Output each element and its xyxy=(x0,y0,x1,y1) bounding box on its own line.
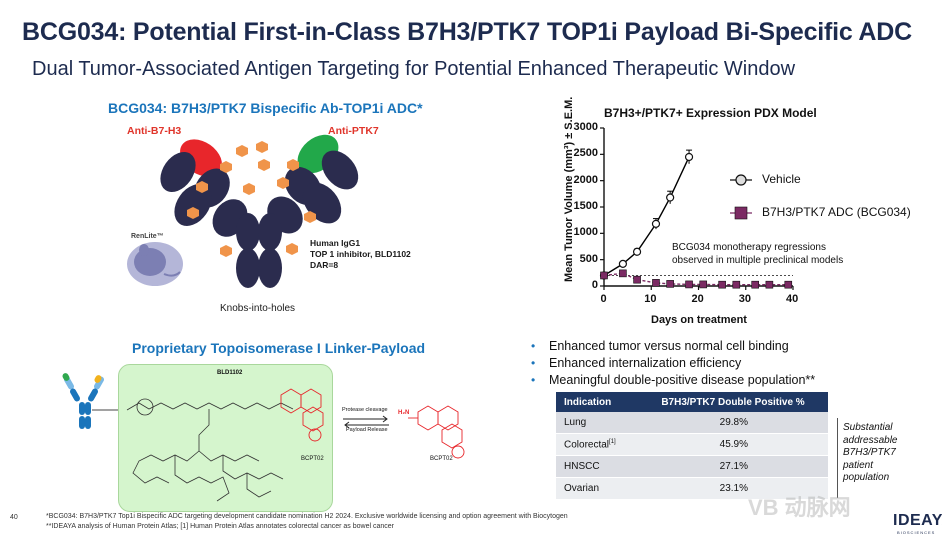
chart-title: B7H3+/PTK7+ Expression PDX Model xyxy=(604,106,817,120)
antibody-specs: Human IgG1 TOP 1 inhibitor, BLD1102 DAR=… xyxy=(310,238,411,271)
data-point-vehicle xyxy=(666,193,675,202)
chart-x-axis-label: Days on treatment xyxy=(651,314,747,326)
renlite-label: RenLite™ xyxy=(131,233,164,240)
y-tick-label: 1000 xyxy=(573,226,598,239)
data-point-bcg034 xyxy=(633,275,641,284)
data-point-bcg034 xyxy=(732,280,741,289)
legend-vehicle: Vehicle xyxy=(762,172,801,186)
spec-dar: DAR=8 xyxy=(310,260,339,270)
anti-b7h3-domain xyxy=(180,139,222,177)
protease-cleavage-label: Protease cleavage xyxy=(342,407,388,413)
anti-ptk7-label: Anti-PTK7 xyxy=(328,125,379,137)
bullet-icon: • xyxy=(531,338,536,353)
data-point-bcg034 xyxy=(652,279,660,287)
chemical-structure-box xyxy=(118,364,333,512)
data-point-bcg034 xyxy=(765,280,774,289)
legend-vehicle-marker xyxy=(735,174,747,186)
header-indication: Indication xyxy=(556,392,638,412)
footnote-2: **IDEAYA analysis of Human Protein Atlas… xyxy=(46,523,394,530)
data-point-bcg034 xyxy=(619,269,627,278)
data-point-bcg034 xyxy=(685,280,693,289)
bullet-icon: • xyxy=(531,372,536,387)
release-arrows xyxy=(343,415,389,429)
legend-bcg034: B7H3/PTK7 ADC (BCG034) xyxy=(762,205,911,219)
h2n-group: H₂N xyxy=(398,410,410,416)
y-tick-label: 1500 xyxy=(573,200,598,212)
bullet-item: • Meaningful double-positive disease popu… xyxy=(531,371,815,388)
bullet-list: • Enhanced tumor versus normal cell bindi… xyxy=(531,337,815,388)
indication-cell: HNSCC xyxy=(556,455,638,478)
value-cell: 23.1% xyxy=(638,477,828,500)
bullet-item: • Enhanced internalization efficiency xyxy=(531,354,815,371)
payload-release-label: Payload Release xyxy=(346,427,388,433)
series-line-bcg034 xyxy=(603,272,789,286)
table-row: Ovarian 23.1% xyxy=(556,477,828,500)
value-cell: 29.8% xyxy=(638,412,828,434)
table-header-row: Indication B7H3/PTK7 Double Positive % xyxy=(556,392,828,412)
side-note-divider xyxy=(837,418,838,498)
adc-title: BCG034: B7H3/PTK7 Bispecific Ab-TOP1i AD… xyxy=(108,100,423,116)
data-point-vehicle xyxy=(651,219,661,228)
x-tick-label: 30 xyxy=(738,293,751,305)
data-point-bcg034 xyxy=(699,280,708,289)
data-point-vehicle xyxy=(632,247,642,256)
y-tick-label: 500 xyxy=(579,252,598,265)
data-point-bcg034 xyxy=(784,280,793,289)
bcpt02-label-a: BCPT02 xyxy=(301,456,324,462)
page-title: BCG034: Potential First-in-Class B7H3/PT… xyxy=(22,18,912,46)
chart-annotation: BCG034 monotherapy regressions observed … xyxy=(672,241,843,267)
ideaya-logo-sub: BIOSCIENCES xyxy=(897,530,936,535)
data-point-bcg034 xyxy=(718,280,726,289)
x-tick-label: 40 xyxy=(786,293,799,305)
footnote-1: *BCG034: B7H3/PTK7 Top1i Bispecific ADC … xyxy=(46,513,568,520)
y-tick-label: 2500 xyxy=(573,147,598,160)
x-tick-label: 20 xyxy=(691,293,704,305)
bullet-text: Enhanced tumor versus normal cell bindin… xyxy=(549,338,789,353)
page-subtitle: Dual Tumor-Associated Antigen Targeting … xyxy=(32,58,796,80)
data-point-bcg034 xyxy=(600,271,608,280)
knobs-into-holes-caption: Knobs-into-holes xyxy=(220,303,296,314)
x-tick-label: 10 xyxy=(644,293,657,305)
page-number: 40 xyxy=(10,514,18,521)
y-tick-label: 2000 xyxy=(573,173,598,186)
watermark: VB 动脉网 xyxy=(748,495,851,520)
data-point-bcg034 xyxy=(666,280,674,288)
table-row: Lung 29.8% xyxy=(556,412,828,434)
data-point-vehicle xyxy=(684,152,694,162)
table-row: Colorectal[1] 45.9% xyxy=(556,433,828,456)
spec-igg1: Human IgG1 xyxy=(310,238,361,248)
footnotes: *BCG034: B7H3/PTK7 Top1i Bispecific ADC … xyxy=(46,512,568,532)
data-point-vehicle xyxy=(618,259,628,268)
anti-b7h3-label: Anti-B7-H3 xyxy=(127,125,182,137)
ideaya-logo: IDEAYA xyxy=(893,512,942,529)
bcpt02-structure xyxy=(408,405,465,459)
side-note: Substantial addressable B7H3/PTK7 patien… xyxy=(843,422,898,483)
renlite-mouse-icon xyxy=(134,248,166,276)
indication-cell: Lung xyxy=(556,412,638,434)
bld1102-label: BLD1102 xyxy=(217,370,243,376)
legend-bcg034-marker xyxy=(734,206,748,220)
bcpt02-label-b: BCPT02 xyxy=(430,456,453,462)
value-cell: 27.1% xyxy=(638,455,828,478)
y-tick-label: 3000 xyxy=(573,121,598,133)
bullet-item: • Enhanced tumor versus normal cell bindi… xyxy=(531,337,815,354)
data-point-vehicle xyxy=(599,271,609,280)
header-double-positive: B7H3/PTK7 Double Positive % xyxy=(638,392,828,412)
bullet-text: Enhanced internalization efficiency xyxy=(549,355,742,370)
data-point-bcg034 xyxy=(751,280,760,289)
indication-cell: Ovarian xyxy=(556,477,638,500)
bullet-text: Meaningful double-positive disease popul… xyxy=(549,372,816,387)
indication-cell: Colorectal[1] xyxy=(556,433,638,456)
value-cell: 45.9% xyxy=(638,433,828,456)
x-tick-label: 0 xyxy=(600,293,607,305)
bullet-icon: • xyxy=(531,355,536,370)
annotation-line-1: BCG034 monotherapy regressions xyxy=(672,242,826,253)
annotation-line-2: observed in multiple preclinical models xyxy=(672,255,844,266)
linker-antibody-icon xyxy=(62,373,126,429)
table-row: HNSCC 27.1% xyxy=(556,455,828,478)
spec-top1: TOP 1 inhibitor, BLD1102 xyxy=(310,249,411,259)
y-tick-label: 0 xyxy=(591,279,598,291)
double-positive-table: Indication B7H3/PTK7 Double Positive % L… xyxy=(556,392,828,500)
linker-title: Proprietary Topoisomerase I Linker-Paylo… xyxy=(132,340,426,356)
